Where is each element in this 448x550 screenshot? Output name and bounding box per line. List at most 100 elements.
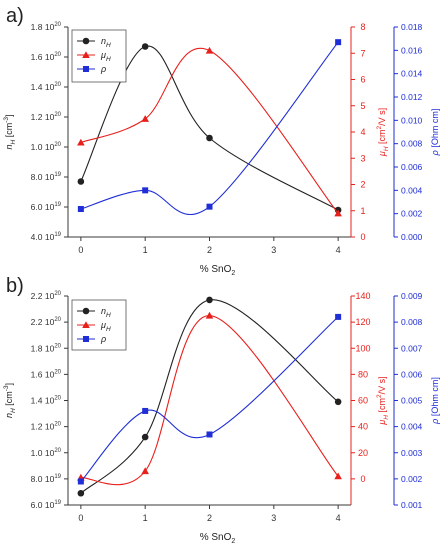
left-tick-label: 1.2 1020 bbox=[31, 422, 62, 432]
data-point bbox=[77, 489, 85, 497]
left-tick-label: 6.0 1019 bbox=[31, 202, 62, 212]
right-mu-tick-label: 7 bbox=[360, 48, 365, 58]
x-tick-label: 3 bbox=[271, 245, 276, 255]
data-point bbox=[77, 138, 85, 146]
right-rho-tick-label: 0.018 bbox=[401, 22, 423, 32]
legend-entry: nH bbox=[101, 306, 111, 319]
right-rho-tick-label: 0.003 bbox=[401, 448, 423, 458]
panel-label: a) bbox=[6, 5, 24, 27]
legend-entry: nH bbox=[101, 36, 111, 49]
right-rho-tick-label: 0.008 bbox=[401, 139, 423, 149]
data-point bbox=[77, 178, 85, 185]
right-mu-tick-label: 6 bbox=[360, 75, 365, 85]
series-line-2 bbox=[80, 316, 339, 482]
x-tick-label: 4 bbox=[336, 513, 341, 523]
data-point bbox=[206, 203, 213, 210]
data-point bbox=[334, 398, 342, 406]
left-tick-label: 1.6 1020 bbox=[31, 52, 62, 62]
legend-entry: μH bbox=[100, 50, 111, 63]
panel-label: b) bbox=[6, 275, 24, 297]
left-axis-title: nH [cm-3] bbox=[3, 114, 17, 149]
right-rho-tick-label: 0.001 bbox=[401, 500, 423, 510]
left-tick-label: 2.2 1020 bbox=[31, 291, 62, 301]
left-tick-label: 1.8 1020 bbox=[31, 343, 62, 353]
right-mu-axis-title: μH [cm2/V s] bbox=[376, 376, 390, 425]
right-mu-tick-label: 3 bbox=[360, 153, 365, 163]
data-point bbox=[142, 187, 149, 194]
data-point bbox=[335, 313, 342, 320]
data-point bbox=[206, 431, 213, 438]
left-tick-label: 1.8 1020 bbox=[31, 22, 62, 32]
right-rho-tick-label: 0.006 bbox=[401, 369, 423, 379]
series-line-0 bbox=[80, 299, 339, 494]
chart-panel-1: a) 4.0 1019 6.0 1019 8.0 1019 1.0 1020 1.2 10… bbox=[3, 5, 440, 277]
legend-marker bbox=[83, 336, 89, 342]
right-rho-tick-label: 0.007 bbox=[401, 343, 423, 353]
right-rho-axis-title: ρ [Ohm cm] bbox=[430, 377, 440, 425]
right-rho-tick-label: 0.004 bbox=[401, 422, 423, 432]
data-point bbox=[141, 115, 149, 122]
legend-marker bbox=[82, 307, 90, 315]
x-axis-title: % SnO2 bbox=[200, 532, 236, 545]
right-mu-tick-label: 5 bbox=[360, 101, 365, 111]
right-rho-tick-label: 0.009 bbox=[401, 291, 423, 301]
data-point bbox=[142, 407, 149, 414]
left-tick-label: 1.6 1020 bbox=[31, 369, 62, 379]
data-point bbox=[77, 206, 84, 212]
right-mu-tick-label: 80 bbox=[358, 369, 368, 379]
right-mu-tick-label: 0 bbox=[360, 474, 365, 484]
data-point bbox=[206, 296, 213, 304]
right-mu-tick-label: 0 bbox=[360, 232, 365, 242]
legend-entry: ρ bbox=[100, 64, 106, 74]
x-tick-label: 1 bbox=[143, 245, 148, 255]
data-point bbox=[141, 433, 149, 441]
right-mu-tick-label: 140 bbox=[355, 291, 370, 301]
left-tick-label: 6.0 1019 bbox=[31, 500, 62, 510]
left-tick-label: 4.0 1019 bbox=[31, 232, 62, 242]
right-rho-tick-label: 0.005 bbox=[401, 396, 423, 406]
left-tick-label: 8.0 1019 bbox=[31, 474, 62, 484]
x-tick-label: 2 bbox=[207, 245, 212, 255]
right-rho-tick-label: 0.014 bbox=[401, 69, 423, 79]
left-tick-label: 1.0 1020 bbox=[31, 142, 62, 152]
data-point bbox=[205, 46, 214, 54]
chart-panel-2: b) 6.0 1019 8.0 1019 1.0 1020 1.2 1020 1.4 10… bbox=[3, 275, 440, 545]
data-point bbox=[141, 43, 149, 50]
right-mu-tick-label: 20 bbox=[358, 448, 368, 458]
data-point bbox=[206, 134, 213, 142]
x-tick-label: 3 bbox=[271, 513, 276, 523]
right-rho-tick-label: 0.006 bbox=[401, 162, 423, 172]
left-tick-label: 1.4 1020 bbox=[31, 396, 62, 406]
legend-box bbox=[71, 29, 127, 83]
legend-marker bbox=[82, 321, 90, 329]
data-point bbox=[335, 39, 342, 46]
right-mu-tick-label: 1 bbox=[360, 206, 365, 216]
legend-entry: μH bbox=[100, 320, 111, 333]
right-rho-tick-label: 0.004 bbox=[401, 185, 423, 195]
legend-marker bbox=[83, 66, 89, 72]
x-tick-label: 0 bbox=[78, 245, 83, 255]
right-mu-tick-label: 100 bbox=[355, 343, 370, 353]
left-tick-label: 1.0 1020 bbox=[31, 448, 62, 458]
left-tick-label: 1.4 1020 bbox=[31, 82, 62, 92]
right-mu-tick-label: 4 bbox=[360, 127, 365, 137]
legend-marker bbox=[82, 37, 90, 45]
right-mu-axis-title: μH [cm2/V s] bbox=[376, 108, 390, 157]
left-tick-label: 1.2 1020 bbox=[31, 112, 62, 122]
x-axis-title: % SnO2 bbox=[200, 264, 236, 277]
data-point bbox=[77, 478, 84, 485]
x-tick-label: 2 bbox=[207, 513, 212, 523]
series-line-2 bbox=[80, 41, 339, 215]
legend-marker bbox=[82, 51, 90, 59]
right-mu-tick-label: 2 bbox=[360, 180, 365, 190]
data-point bbox=[141, 467, 149, 475]
right-mu-tick-label: 8 bbox=[360, 22, 365, 32]
series-line-1 bbox=[80, 315, 339, 486]
series-line-0 bbox=[80, 45, 339, 211]
left-tick-label: 8.0 1019 bbox=[31, 172, 62, 182]
right-rho-tick-label: 0.008 bbox=[401, 317, 423, 327]
x-tick-label: 0 bbox=[78, 513, 83, 523]
right-rho-tick-label: 0.002 bbox=[401, 474, 423, 484]
right-rho-tick-label: 0.000 bbox=[401, 232, 423, 242]
